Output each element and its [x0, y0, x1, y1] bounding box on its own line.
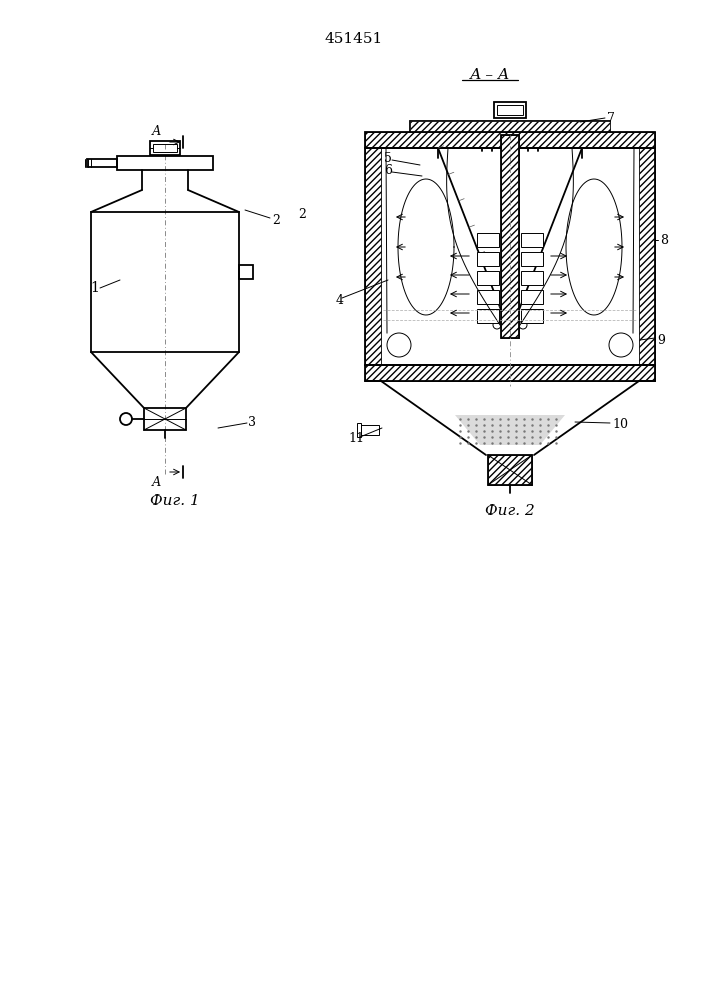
- Text: 2: 2: [272, 214, 280, 227]
- Bar: [361, 425, 379, 435]
- Bar: [488, 455, 532, 485]
- Bar: [365, 148, 381, 365]
- Bar: [497, 105, 523, 115]
- Bar: [477, 252, 499, 266]
- Text: 7: 7: [607, 111, 615, 124]
- Bar: [153, 144, 177, 152]
- Text: 4: 4: [336, 294, 344, 306]
- Bar: [410, 121, 610, 135]
- Polygon shape: [455, 415, 565, 445]
- Bar: [488, 455, 532, 485]
- Bar: [410, 121, 610, 135]
- Bar: [365, 148, 655, 365]
- Bar: [477, 233, 499, 247]
- Text: А: А: [151, 125, 161, 138]
- Bar: [365, 365, 655, 381]
- Text: 8: 8: [660, 233, 668, 246]
- Bar: [477, 271, 499, 285]
- Bar: [357, 423, 361, 437]
- Bar: [365, 365, 655, 381]
- Bar: [521, 252, 543, 266]
- Bar: [521, 271, 543, 285]
- Bar: [365, 132, 655, 148]
- Text: А: А: [151, 476, 161, 489]
- Bar: [521, 233, 543, 247]
- Text: А – А: А – А: [470, 68, 510, 82]
- Bar: [501, 135, 519, 338]
- Bar: [477, 309, 499, 323]
- Text: Фиг. 1: Фиг. 1: [150, 494, 200, 508]
- Bar: [117, 156, 213, 170]
- Text: 1: 1: [90, 281, 100, 295]
- Bar: [521, 309, 543, 323]
- Bar: [521, 290, 543, 304]
- Text: 3: 3: [248, 416, 256, 430]
- Bar: [150, 141, 180, 155]
- Text: 10: 10: [612, 418, 628, 430]
- Text: 5: 5: [384, 151, 392, 164]
- Bar: [639, 148, 655, 365]
- Text: 11: 11: [348, 432, 364, 444]
- Bar: [477, 290, 499, 304]
- Text: 2: 2: [298, 209, 306, 222]
- Text: 451451: 451451: [325, 32, 383, 46]
- Bar: [91, 212, 239, 352]
- Text: Фиг. 2: Фиг. 2: [485, 504, 535, 518]
- Bar: [239, 265, 253, 279]
- Bar: [494, 102, 526, 118]
- Bar: [365, 132, 655, 148]
- Bar: [501, 135, 519, 338]
- Text: 9: 9: [657, 334, 665, 347]
- Bar: [144, 408, 186, 430]
- Bar: [87, 159, 117, 167]
- Text: 6: 6: [384, 163, 392, 176]
